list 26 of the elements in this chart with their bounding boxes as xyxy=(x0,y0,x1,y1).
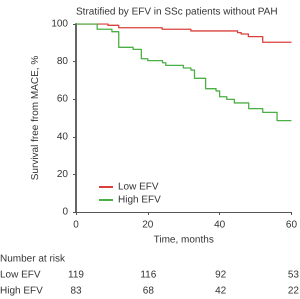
x-tick-label: 40 xyxy=(214,220,226,230)
x-axis-title: Time, months xyxy=(154,234,214,246)
y-tick-label: 80 xyxy=(56,56,68,68)
text: 83 xyxy=(70,286,82,296)
text: Number at risk xyxy=(0,254,66,264)
y-tick-label: 0 xyxy=(62,206,68,218)
y-axis-title: Survival free from MACE, % xyxy=(30,56,41,180)
y-tick-label: 40 xyxy=(56,131,68,142)
text: 116 xyxy=(140,270,157,280)
y-tick-label: 60 xyxy=(56,94,68,105)
y-tick-label: 100 xyxy=(51,18,68,30)
x-tick-label: 60 xyxy=(286,220,298,230)
chart-title: Stratified by EFV in SSc patients without PAH xyxy=(76,6,278,18)
text: 119 xyxy=(68,270,84,280)
text: 53 xyxy=(288,270,300,280)
legend-label: High EFV xyxy=(118,194,162,206)
text: 68 xyxy=(142,286,154,296)
x-tick-label: 20 xyxy=(142,220,154,230)
text: 22 xyxy=(288,286,300,296)
y-tick-label: 20 xyxy=(56,168,68,180)
text: 42 xyxy=(215,286,227,296)
text: 92 xyxy=(215,270,227,280)
x-tick-label: 0 xyxy=(73,220,80,230)
legend-label: Low EFV xyxy=(118,182,159,192)
text: Low EFV xyxy=(0,270,41,280)
text: High EFV xyxy=(0,286,44,296)
